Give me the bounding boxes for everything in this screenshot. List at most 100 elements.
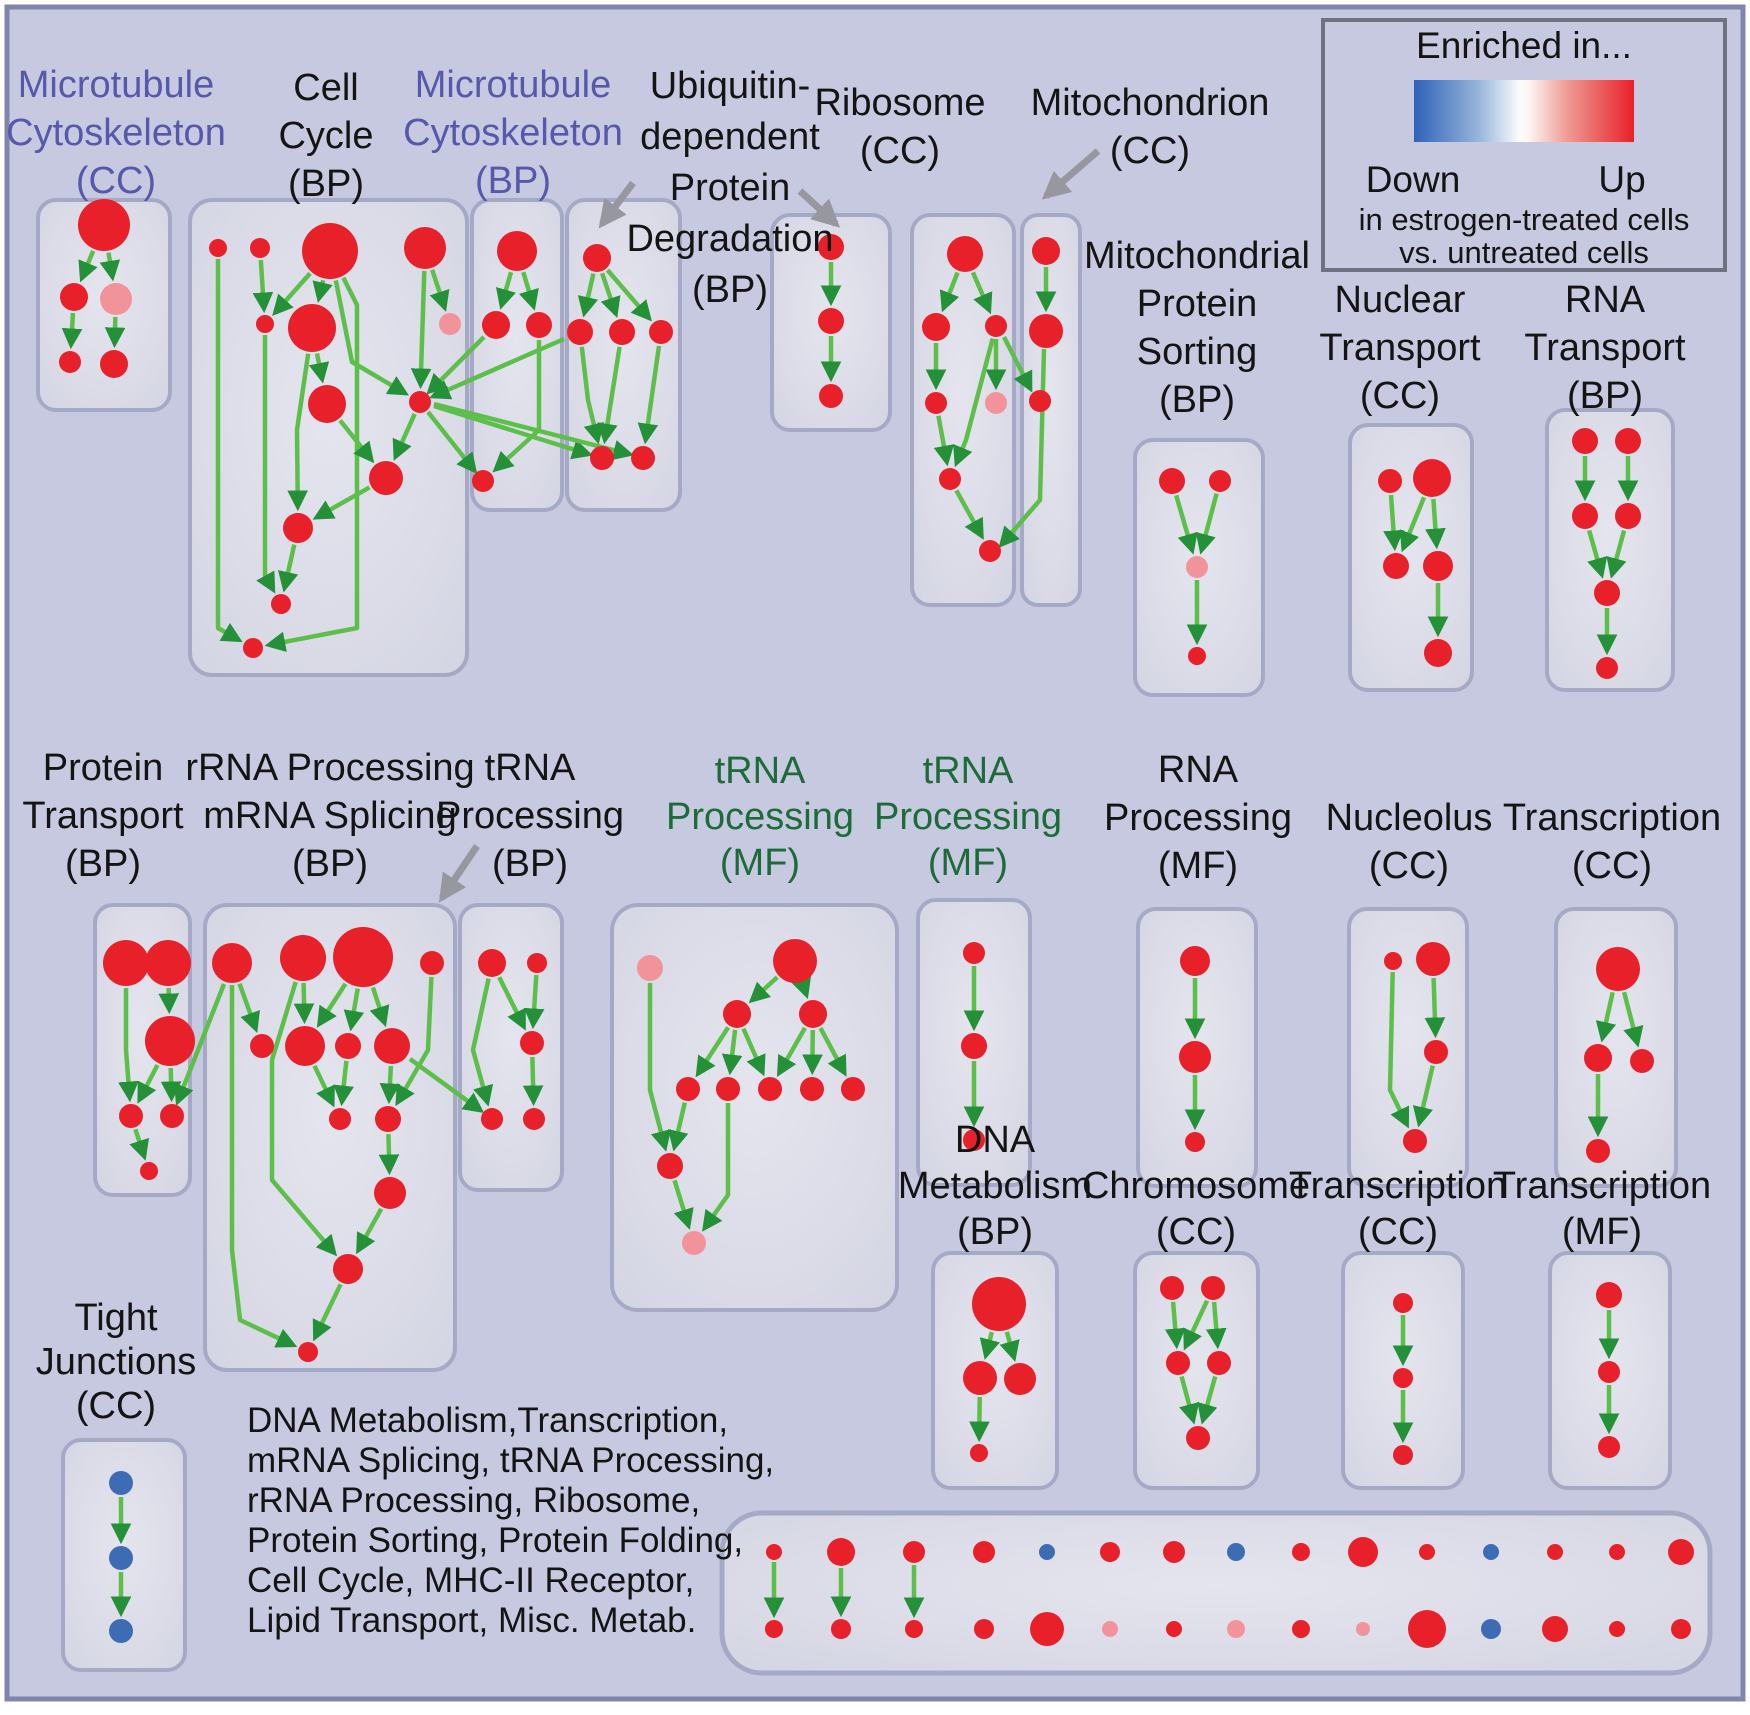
edge-ubiquitin-box-left [605, 268, 652, 322]
misc-categories-text: DNA Metabolism,Transcription, [247, 1401, 728, 1440]
cluster-label-nuclear-transport: Transport [1319, 327, 1481, 369]
gene-node [1609, 1544, 1625, 1560]
gene-node [374, 1177, 406, 1209]
gene-node [963, 1361, 997, 1395]
gene-node [758, 1077, 782, 1101]
cluster-label-protein-transport: Transport [22, 795, 184, 837]
gene-node [1039, 1544, 1055, 1560]
edge-rrna-processing [356, 1207, 384, 1255]
legend-subtitle-1: in estrogen-treated cells [1359, 202, 1690, 237]
annotation-arrow-icon [797, 188, 841, 228]
gene-node [1596, 947, 1640, 991]
gene-node [1419, 1544, 1435, 1560]
cluster-label-trna-processing-mf-2: (MF) [928, 842, 1008, 884]
edge-ribosome [970, 271, 993, 315]
cluster-label-protein-transport: Protein [43, 747, 163, 789]
edge-chromosome [1183, 1299, 1210, 1351]
edge-rrna-processing [316, 982, 348, 1028]
cluster-label-transcription-mf-bottom: Transcription [1493, 1165, 1711, 1207]
cluster-label-rna-transport: (BP) [1567, 375, 1643, 417]
edge-cell-cycle [392, 412, 417, 461]
cluster-label-nucleolus: Nucleolus [1326, 797, 1493, 839]
layer-labels: Microtubule Cytoskeleton (CC) Cell Cycle (BP)… [6, 64, 1721, 1640]
gene-node [903, 1541, 925, 1563]
gene-node [250, 238, 270, 258]
gene-node [649, 320, 673, 344]
gene-node [1424, 1040, 1448, 1064]
edge-mito-protein-sorting [1174, 494, 1198, 555]
gene-node [145, 940, 191, 986]
gene-node [1596, 657, 1618, 679]
cluster-label-rna-transport: RNA [1565, 279, 1646, 321]
gene-node [271, 594, 291, 614]
edge-mt-bp [496, 271, 516, 310]
annotation-arrow-icon [1041, 148, 1101, 200]
gene-node [631, 446, 655, 470]
edge-rrna-processing [333, 1060, 354, 1107]
gene-node [1416, 942, 1450, 976]
cluster-label-mt-cc: Cytoskeleton [6, 112, 226, 154]
gene-node [1572, 503, 1598, 529]
gene-node [520, 1031, 544, 1055]
edge-trna-processing-mf-1 [802, 1029, 823, 1076]
layer-boxes [36, 198, 1713, 1676]
edge-rrna-processing [269, 981, 338, 1257]
cluster-label-trna-processing-mf-2: Processing [874, 796, 1062, 838]
edge-transcription-cc-mid [1595, 991, 1617, 1043]
cluster-label-tight-junctions: (CC) [76, 1385, 156, 1427]
legend-up-label: Up [1598, 159, 1645, 200]
gene-node [335, 1033, 361, 1059]
edge-trna-processing-mf-1 [748, 975, 779, 1004]
edge-nucleolus [1387, 971, 1410, 1129]
misc-categories-text: Lipid Transport, Misc. Metab. [247, 1601, 696, 1640]
gene-node [1378, 469, 1402, 493]
gene-node [1615, 428, 1641, 454]
legend-gradient-bar [1414, 80, 1634, 142]
gene-node [1201, 1276, 1225, 1300]
edge-nucleolus [1424, 977, 1446, 1039]
edge-cell-cycle [252, 259, 274, 314]
floating-label-ubiquitin: Degradation [626, 218, 833, 260]
edge-chromosome [1197, 1375, 1218, 1425]
gene-node [1596, 1282, 1622, 1308]
gene-node [497, 231, 537, 271]
gene-node [1383, 553, 1409, 579]
cluster-label-transcription-cc-mid: (CC) [1572, 845, 1652, 887]
gene-node [243, 638, 263, 658]
edge-cell-cycle [410, 270, 432, 390]
gene-node [280, 935, 326, 981]
cluster-label-rna-processing-mf: (MF) [1158, 845, 1238, 887]
cluster-label-trna-processing-mf-1: tRNA [715, 750, 806, 792]
edge-cell-cycle [256, 335, 276, 594]
gene-node [1598, 1361, 1620, 1383]
gene-node [288, 304, 336, 352]
cluster-label-protein-transport: (BP) [65, 843, 141, 885]
gene-node [905, 1620, 923, 1638]
gene-node [1227, 1620, 1245, 1638]
gene-node [1671, 1619, 1691, 1639]
gene-node [963, 1129, 985, 1151]
gene-node [523, 1108, 545, 1130]
gene-node [1179, 1041, 1211, 1073]
gene-node [970, 1444, 988, 1462]
gene-node [1030, 1612, 1064, 1646]
gene-node [109, 1471, 133, 1495]
edge-cell-cycle [308, 353, 330, 384]
floating-label-ubiquitin: (BP) [692, 269, 768, 311]
edge-trna-processing-mf-1 [791, 976, 812, 1000]
edge-nuclear-transport [1383, 494, 1404, 552]
cluster-label-rrna-processing: (BP) [292, 843, 368, 885]
gene-node [1598, 1436, 1620, 1458]
gene-node [59, 351, 81, 373]
gene-node [1227, 1543, 1245, 1561]
edge-mito-protein-sorting [1195, 493, 1219, 555]
edge-ubiquitin-box-left [577, 273, 599, 318]
gene-node [818, 308, 844, 334]
edge-trna-processing-mf-1 [695, 1026, 731, 1078]
cluster-label-mt-bp: (BP) [475, 160, 551, 202]
gene-node [285, 1026, 325, 1066]
gene-node [78, 199, 130, 251]
edge-dna-metabolism [979, 1331, 1000, 1360]
cluster-label-rrna-processing: mRNA Splicing [203, 795, 456, 837]
gene-node [1004, 1363, 1036, 1395]
